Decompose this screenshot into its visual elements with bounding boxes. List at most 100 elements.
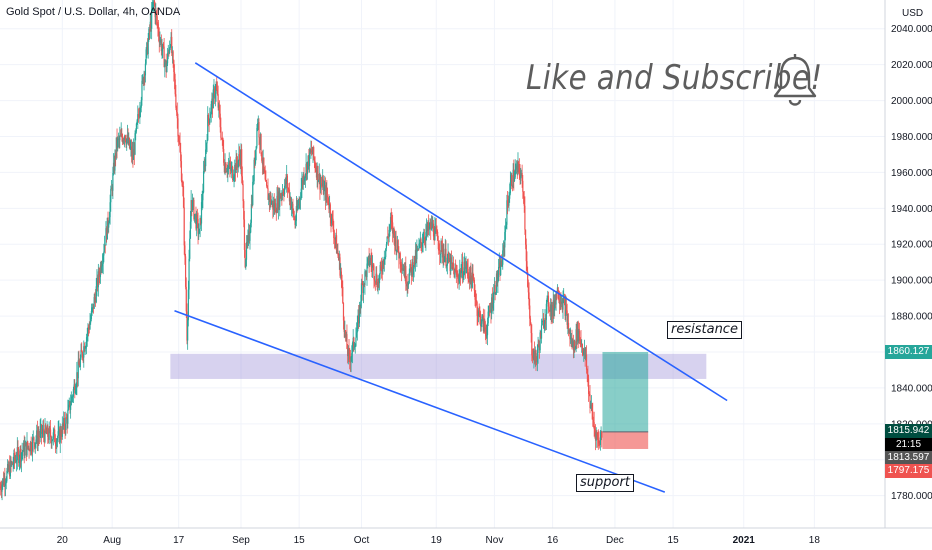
candle-body bbox=[543, 318, 545, 328]
candle-body bbox=[227, 166, 230, 168]
candle-body bbox=[256, 127, 258, 147]
position-stop-zone[interactable] bbox=[602, 431, 649, 449]
candle-body bbox=[511, 175, 513, 187]
candle-body bbox=[409, 264, 411, 273]
candle-body bbox=[229, 166, 232, 171]
candle-body bbox=[346, 334, 348, 349]
candle-body bbox=[470, 267, 472, 278]
time-axis[interactable]: 20 Aug 17 Sep 15 Oct 19 Nov 16 Dec 15 2021 18 bbox=[0, 527, 932, 550]
time-tick-label: Oct bbox=[354, 535, 370, 546]
candle-body bbox=[135, 123, 138, 132]
candle-body bbox=[309, 149, 311, 153]
candle-body bbox=[472, 272, 474, 279]
resistance-trendline[interactable] bbox=[194, 62, 728, 402]
symbol-title: Gold Spot / U.S. Dollar, 4h, OANDA bbox=[6, 6, 181, 18]
candle-body bbox=[336, 250, 338, 254]
position-target-zone[interactable] bbox=[602, 352, 649, 432]
candle-body bbox=[198, 233, 200, 235]
candle-body bbox=[69, 401, 71, 410]
candle-body bbox=[25, 442, 27, 456]
candle-body bbox=[353, 346, 356, 348]
candle-body bbox=[258, 122, 260, 138]
candle-body bbox=[312, 147, 314, 155]
candle-body bbox=[204, 164, 206, 167]
candle-body bbox=[170, 36, 172, 47]
candle-body bbox=[26, 441, 28, 456]
candle-body bbox=[252, 181, 255, 183]
candle-body bbox=[159, 40, 161, 43]
candle-body bbox=[302, 180, 304, 184]
candle-body bbox=[277, 195, 279, 210]
candle-body bbox=[116, 137, 118, 148]
candle-body bbox=[91, 308, 93, 312]
candle-body bbox=[432, 223, 435, 237]
candle-body bbox=[52, 432, 54, 440]
candle-body bbox=[300, 188, 302, 199]
candle-body bbox=[282, 191, 284, 194]
candle-body bbox=[322, 179, 324, 186]
price-tick-label: 2000.000 bbox=[891, 96, 932, 107]
candle-body bbox=[111, 187, 113, 191]
candle-body bbox=[184, 245, 186, 257]
candle-body bbox=[155, 11, 157, 18]
candle-body bbox=[371, 262, 373, 268]
candle-body bbox=[299, 198, 302, 200]
candle-body bbox=[192, 200, 194, 201]
time-tick-label: Sep bbox=[232, 535, 250, 546]
candle-body bbox=[247, 235, 249, 243]
candle-body bbox=[229, 162, 231, 167]
candle-body bbox=[183, 207, 185, 246]
candle-body bbox=[450, 257, 452, 272]
candle-body bbox=[579, 339, 581, 341]
candle-body bbox=[551, 305, 553, 317]
candle-body bbox=[440, 241, 442, 254]
candle-body bbox=[297, 204, 300, 206]
candle-body bbox=[123, 139, 125, 141]
candle-body bbox=[566, 310, 568, 325]
candle-body bbox=[317, 166, 319, 182]
candle-body bbox=[563, 297, 565, 301]
candle-body bbox=[189, 221, 192, 239]
candle-body bbox=[545, 318, 547, 320]
candle-body bbox=[28, 446, 30, 451]
candle-body bbox=[130, 146, 133, 157]
candle-body bbox=[514, 169, 516, 178]
candle-body bbox=[92, 303, 94, 309]
candle-body bbox=[507, 203, 509, 206]
candle-body bbox=[428, 226, 430, 230]
candle-body bbox=[477, 310, 480, 317]
candle-body bbox=[217, 94, 219, 108]
candle-body bbox=[412, 262, 414, 275]
candle-body bbox=[425, 232, 427, 241]
candle-body bbox=[126, 135, 129, 139]
candle-body bbox=[403, 270, 405, 271]
candle-body bbox=[236, 163, 239, 168]
candle-body bbox=[338, 255, 340, 261]
candle-body bbox=[435, 227, 437, 231]
candle-body bbox=[166, 53, 169, 64]
candle-body bbox=[442, 253, 444, 258]
candle-body bbox=[536, 360, 538, 363]
support-trendline[interactable] bbox=[174, 309, 666, 493]
candle-body bbox=[272, 200, 274, 210]
candle-body bbox=[326, 188, 328, 196]
candle-body bbox=[439, 250, 441, 255]
candle-body bbox=[429, 222, 431, 227]
candle-body bbox=[41, 432, 43, 434]
candle-body bbox=[553, 300, 555, 311]
candle-body bbox=[358, 305, 361, 324]
candle-body bbox=[523, 198, 525, 206]
candle-body bbox=[556, 287, 559, 294]
candle-body bbox=[464, 261, 466, 268]
candle-body bbox=[63, 417, 66, 428]
candle-body bbox=[261, 154, 263, 161]
candle-body bbox=[481, 316, 483, 324]
candle-body bbox=[416, 248, 419, 250]
candle-body bbox=[452, 267, 455, 269]
candle-body bbox=[593, 422, 595, 429]
candle-body bbox=[67, 404, 70, 410]
candle-body bbox=[147, 39, 149, 54]
candle-body bbox=[16, 460, 18, 463]
candle-body bbox=[307, 155, 309, 162]
candle-body bbox=[356, 322, 358, 333]
